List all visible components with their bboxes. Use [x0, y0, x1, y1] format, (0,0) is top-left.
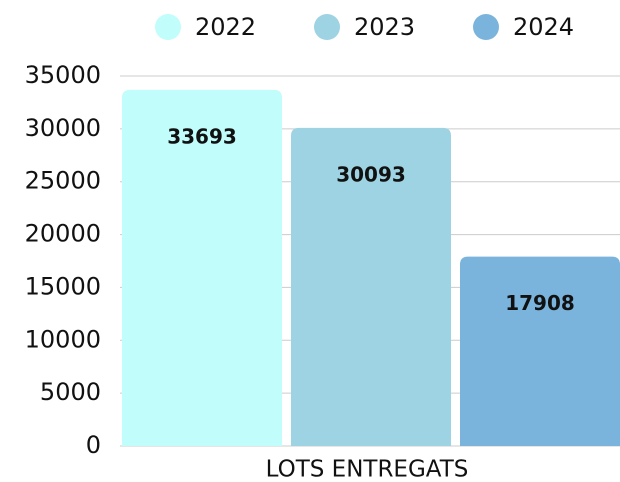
data-label: 17908	[505, 291, 575, 315]
legend-swatch	[473, 14, 499, 40]
y-tick-label: 35000	[25, 61, 101, 89]
bar	[460, 257, 620, 446]
legend-label: 2023	[354, 13, 415, 41]
legend-label: 2022	[195, 13, 256, 41]
legend-swatch	[314, 14, 340, 40]
y-tick-label: 30000	[25, 114, 101, 142]
y-tick-label: 20000	[25, 220, 101, 248]
x-tick-label: LOTS ENTREGATS	[266, 457, 469, 482]
legend-label: 2024	[513, 13, 574, 41]
y-tick-label: 0	[86, 431, 101, 459]
data-label: 30093	[336, 162, 406, 186]
y-tick-label: 25000	[25, 167, 101, 195]
legend-swatch	[155, 14, 181, 40]
page: 0 5000 10000 15000 20000 25000 30000 35000 2022 2…	[0, 0, 620, 482]
y-tick-label: 5000	[40, 378, 101, 406]
chart: 0 5000 10000 15000 20000 25000 30000 35000 2022 2…	[0, 0, 620, 482]
data-label: 33693	[167, 124, 237, 148]
y-tick-label: 10000	[25, 325, 101, 353]
y-tick-label: 15000	[25, 272, 101, 300]
